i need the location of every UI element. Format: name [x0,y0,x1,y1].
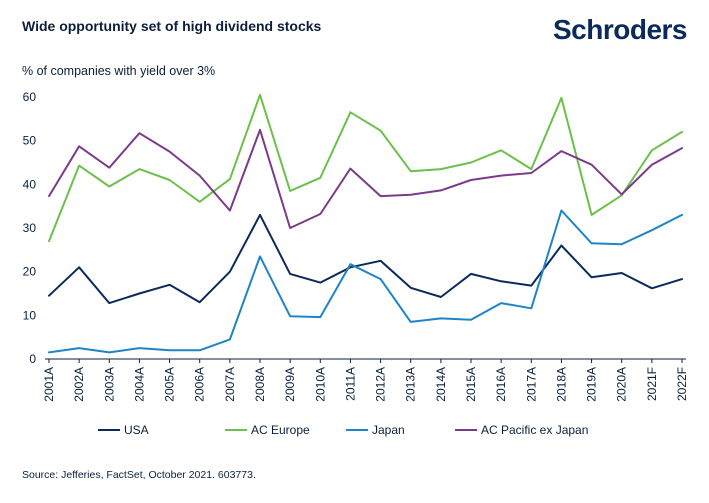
x-tick-label: 2016A [494,367,508,402]
y-tick-label: 0 [29,352,36,366]
x-tick-label: 2001A [42,367,56,402]
series-line-ac-pacific-ex-japan [48,128,683,229]
series-line-japan [48,209,683,354]
x-tick-label: 2008A [253,367,267,402]
y-tick-label: 10 [23,308,37,322]
x-tick-label: 2009A [283,367,297,402]
legend-label: Japan [372,423,405,437]
line-chart: 0 10 20 30 40 50 60 2001A 2002A 2003A 2004A 2005A 20… [23,90,689,437]
x-tick-label: 2017A [524,367,538,402]
schroders-logo: Schroders [553,14,688,45]
x-tick-label: 2018A [554,367,568,402]
x-tick-label: 2004A [132,367,146,402]
x-tick-label: 2011A [343,367,357,401]
y-tick-label: 30 [23,221,37,235]
source-note: Source: Jefferies, FactSet, October 2021… [22,469,256,481]
x-tick-label: 2022F [675,367,689,401]
legend-label: USA [124,423,149,437]
y-axis-label: % of companies with yield over 3% [22,64,216,78]
x-tick-label: 2006A [193,367,207,402]
x-tick-label: 2007A [223,367,237,402]
x-tick-label: 2013A [404,367,418,402]
legend-label: AC Pacific ex Japan [481,423,588,437]
y-tick-label: 50 [23,134,37,148]
series-line-usa [48,213,683,305]
x-tick-label: 2021F [645,367,659,401]
x-tick-label: 2014A [434,367,448,402]
x-tick-label: 2020A [615,367,629,402]
y-tick-label: 20 [23,265,37,279]
x-tick-label: 2003A [102,367,116,402]
x-tick-label: 2015A [464,367,478,402]
y-tick-label: 40 [23,177,37,191]
x-tick-label: 2019A [585,367,599,402]
x-tick-label: 2002A [72,367,86,402]
x-tick-label: 2010A [313,367,327,402]
y-tick-label: 60 [23,90,37,104]
legend-label: AC Europe [251,423,310,437]
x-tick-label: 2012A [374,367,388,402]
chart-title: Wide opportunity set of high dividend st… [22,18,322,34]
x-tick-label: 2005A [163,367,177,402]
series-line-ac-europe [48,93,683,243]
